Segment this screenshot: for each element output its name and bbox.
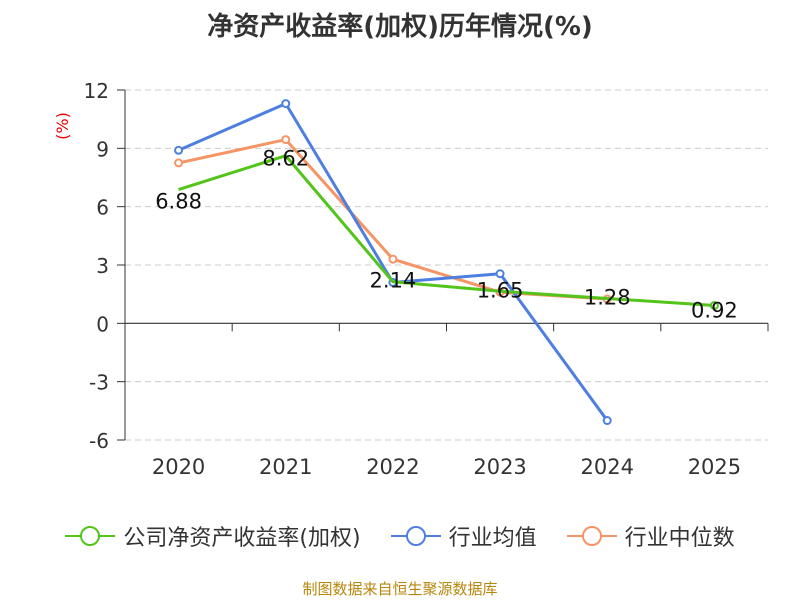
data-label: 0.92 xyxy=(691,298,738,322)
y-tick-label: 0 xyxy=(96,312,109,336)
x-tick-label: 2020 xyxy=(152,455,205,479)
data-label: 6.88 xyxy=(155,190,202,214)
y-tick-label: -3 xyxy=(89,371,109,395)
data-label: 2.14 xyxy=(370,269,417,293)
data-point xyxy=(709,300,719,310)
data-label: 8.62 xyxy=(262,147,309,171)
x-tick-label: 2024 xyxy=(581,455,634,479)
y-axis-label: (%) xyxy=(53,112,72,140)
chart-legend: 公司净资产收益率(加权) 行业均值 行业中位数 xyxy=(0,520,800,552)
legend-marker-icon xyxy=(566,524,617,548)
legend-label: 公司净资产收益率(加权) xyxy=(123,526,361,551)
x-tick-label: 2025 xyxy=(688,455,741,479)
data-point xyxy=(281,99,291,109)
legend-item-industry-average[interactable]: 行业均值 xyxy=(390,520,537,552)
legend-item-company-roe[interactable]: 公司净资产收益率(加权) xyxy=(65,520,361,552)
x-tick-label: 2022 xyxy=(366,455,419,479)
legend-marker-icon xyxy=(65,524,116,548)
y-tick-label: 12 xyxy=(84,79,109,103)
data-point xyxy=(174,158,184,168)
line-chart: -6 -3 0 3 6 9 12 (%) 2020 2021 2022 2023 2024 2025 6.8… xyxy=(53,79,769,479)
data-label: 1.65 xyxy=(477,278,524,302)
legend-label: 行业中位数 xyxy=(624,526,735,551)
data-point xyxy=(388,254,398,264)
data-point xyxy=(281,135,291,145)
series-line-0 xyxy=(178,154,715,307)
data-point xyxy=(174,145,184,155)
y-tick-label: 9 xyxy=(96,137,109,161)
y-tick-label: 3 xyxy=(96,254,109,278)
x-tick-label: 2021 xyxy=(259,455,312,479)
data-point xyxy=(495,269,505,279)
data-point xyxy=(602,416,612,426)
data-label: 1.28 xyxy=(584,285,631,309)
x-tick-label: 2023 xyxy=(473,455,526,479)
chart-title: 净资产收益率(加权)历年情况(%) xyxy=(207,12,593,42)
data-source-note: 制图数据来自恒生聚源数据库 xyxy=(302,580,498,598)
y-tick-label: -6 xyxy=(89,429,109,453)
legend-label: 行业均值 xyxy=(448,526,537,551)
legend-marker-icon xyxy=(390,524,441,548)
legend-item-industry-median[interactable]: 行业中位数 xyxy=(566,520,735,552)
y-tick-label: 6 xyxy=(96,196,109,220)
